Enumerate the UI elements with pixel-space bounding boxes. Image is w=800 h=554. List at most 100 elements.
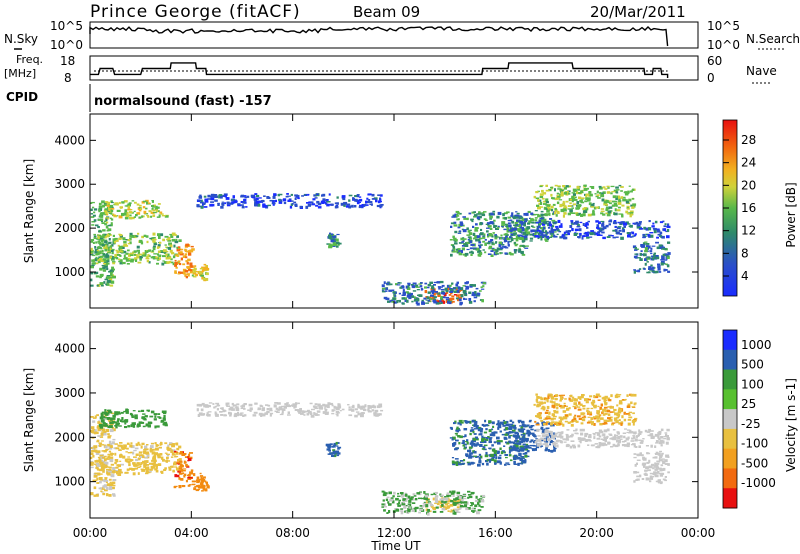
- velocity-echo-cell-2: [101, 414, 104, 417]
- power-echo-cell-1: [162, 260, 165, 262]
- power-echo-cell-3: [188, 268, 191, 271]
- velocity-echo-cell-0: [93, 494, 96, 497]
- power-echo-cell-12: [550, 232, 555, 235]
- power-echo-cell-11: [557, 196, 560, 198]
- velocity-echo-cell-0: [93, 445, 98, 449]
- velocity-echo-cell-2: [109, 425, 113, 429]
- power-echo-cell-5: [209, 195, 212, 198]
- velocity-echo-cell-13: [633, 456, 637, 459]
- power-echo-cell-11: [593, 206, 597, 210]
- velocity-echo-cell-5: [300, 412, 304, 415]
- power-echo-cell-9: [491, 235, 494, 238]
- velocity-echo-cell-2: [130, 424, 133, 428]
- power-echo-cell-11: [586, 199, 591, 202]
- velocity-echo-cell-10: [513, 441, 516, 445]
- velocity-echo-cell-8: [474, 504, 478, 508]
- velocity-echo-cell-9: [462, 436, 466, 438]
- power-echo-cell-13: [661, 246, 664, 250]
- velocity-echo-cell-1: [96, 462, 99, 466]
- velocity-echo-cell-5: [279, 413, 284, 416]
- power-echo-cell-1: [128, 260, 132, 262]
- velocity-echo-cell-11: [599, 423, 603, 426]
- velocity-echo-cell-3: [174, 474, 178, 478]
- velocity-echo-cell-11: [614, 419, 617, 422]
- nsky-tick-top: 10^5: [50, 19, 83, 33]
- power-echo-cell-0: [107, 224, 110, 227]
- velocity-echo-cell-1: [130, 442, 133, 444]
- power-echo-cell-10: [522, 231, 527, 235]
- freq-panel-frame: [89, 55, 699, 81]
- power-echo-cell-2: [110, 209, 114, 212]
- velocity-echo-cell-11: [623, 418, 627, 422]
- power-echo-cell-9: [470, 250, 473, 252]
- velocity-echo-cell-11: [582, 405, 586, 407]
- power-echo-cell-8: [460, 294, 464, 298]
- power-echo-cell-9: [477, 238, 481, 242]
- power-echo-cell-12: [560, 223, 563, 227]
- velocity-echo-cell-11: [617, 411, 622, 414]
- power-echo-cell-2: [152, 211, 157, 214]
- power-echo-cell-13: [655, 256, 660, 260]
- power-echo-cell-8: [480, 281, 484, 284]
- velocity-echo-cell-9: [457, 429, 461, 432]
- power-echo-cell-11: [605, 203, 608, 206]
- velocity-echo-cell-11: [595, 393, 600, 396]
- velocity-echo-cell-7: [452, 499, 456, 503]
- power-echo-cell-9: [498, 248, 503, 251]
- nsky-tick-bottom: 10^0: [50, 38, 83, 52]
- velocity-echo-cell-11: [536, 415, 539, 418]
- power-cb-tick-label: 8: [741, 246, 749, 260]
- velocity-echo-cell-1: [173, 453, 176, 456]
- power-echo-cell-10: [513, 224, 517, 226]
- power-echo-cell-12: [535, 235, 539, 238]
- power-echo-cell-9: [458, 230, 462, 232]
- velocity-echo-cell-11: [559, 420, 562, 423]
- power-echo-cell-11: [583, 207, 587, 209]
- power-echo-cell-12: [608, 234, 612, 237]
- power-echo-cell-2: [133, 210, 136, 213]
- power-echo-cell-1: [163, 249, 167, 253]
- velocity-echo-cell-1: [150, 442, 155, 445]
- velocity-echo-cell-9: [473, 428, 477, 430]
- velocity-echo-cell-11: [626, 405, 631, 408]
- velocity-echo-cell-11: [592, 399, 595, 402]
- velocity-echo-cell-12: [638, 431, 642, 435]
- velocity-echo-cell-9: [521, 457, 525, 460]
- velocity-echo-cell-9: [520, 428, 525, 430]
- power-echo-cell-10: [531, 221, 535, 224]
- velocity-echo-cell-9: [519, 437, 522, 441]
- power-echo-cell-12: [600, 220, 605, 223]
- velocity-echo-cell-12: [544, 442, 549, 445]
- power-echo-cell-12: [647, 234, 651, 237]
- power-echo-cell-1: [118, 233, 121, 236]
- power-echo-cell-11: [562, 185, 566, 188]
- velocity-echo-cell-12: [644, 429, 648, 433]
- power-echo-cell-2: [138, 216, 142, 219]
- power-echo-cell-12: [623, 222, 627, 226]
- velocity-echo-cell-3: [174, 450, 177, 453]
- power-echo-cell-12: [622, 229, 625, 233]
- velocity-echo-cell-0: [92, 429, 95, 431]
- velocity-echo-cell-0: [106, 493, 109, 497]
- velocity-echo-cell-1: [137, 458, 141, 461]
- velocity-echo-cell-8: [407, 503, 412, 507]
- velocity-echo-cell-12: [626, 445, 630, 448]
- velocity-echo-cell-0: [94, 429, 97, 432]
- velocity-echo-cell-11: [586, 407, 590, 410]
- velocity-echo-cell-9: [508, 447, 512, 450]
- power-echo-cell-7: [450, 297, 455, 301]
- power-echo-cell-2: [108, 206, 110, 210]
- velocity-echo-cell-1: [157, 463, 162, 466]
- velocity-echo-cell-11: [596, 411, 600, 414]
- power-echo-cell-5: [203, 195, 207, 198]
- velocity-echo-cell-5: [324, 413, 329, 415]
- velocity-echo-cell-9: [461, 442, 465, 444]
- power-echo-cell-1: [98, 241, 102, 244]
- velocity-echo-cell-5: [341, 408, 345, 411]
- velocity-echo-cell-0: [96, 468, 100, 471]
- power-echo-cell-0: [95, 262, 99, 265]
- velocity-echo-cell-9: [472, 430, 475, 434]
- power-echo-cell-12: [663, 228, 667, 232]
- velocity-echo-cell-11: [553, 415, 557, 418]
- power-echo-cell-2: [118, 215, 123, 219]
